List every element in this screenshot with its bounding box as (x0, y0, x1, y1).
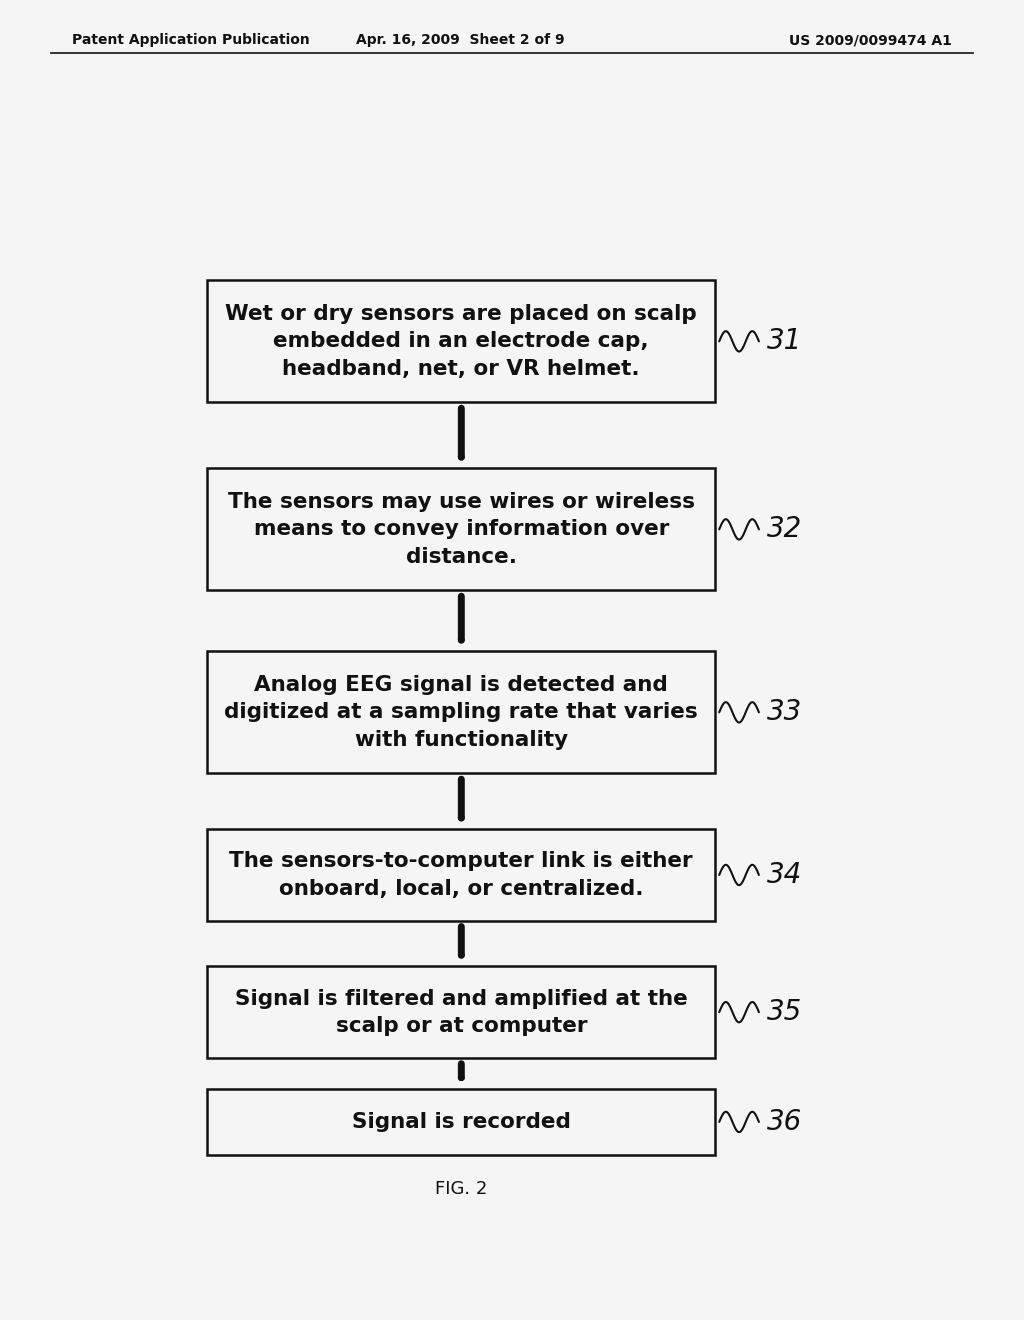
Bar (207, 966, 716, 1057)
Text: Wet or dry sensors are placed on scalp
embedded in an electrode cap,
headband, n: Wet or dry sensors are placed on scalp e… (225, 304, 697, 379)
Text: US 2009/0099474 A1: US 2009/0099474 A1 (790, 33, 952, 48)
Bar (207, 469, 716, 590)
Text: Signal is filtered and amplified at the
scalp or at computer: Signal is filtered and amplified at the … (234, 989, 688, 1036)
Bar (207, 829, 716, 921)
Text: The sensors-to-computer link is either
onboard, local, or centralized.: The sensors-to-computer link is either o… (229, 851, 693, 899)
Text: 31: 31 (767, 327, 802, 355)
Text: Patent Application Publication: Patent Application Publication (72, 33, 309, 48)
Text: Signal is recorded: Signal is recorded (352, 1111, 570, 1133)
Text: The sensors may use wires or wireless
means to convey information over
distance.: The sensors may use wires or wireless me… (227, 492, 695, 566)
Text: 32: 32 (767, 515, 802, 544)
Bar (207, 651, 716, 774)
Text: 35: 35 (767, 998, 802, 1026)
Bar (207, 1089, 716, 1155)
Text: Apr. 16, 2009  Sheet 2 of 9: Apr. 16, 2009 Sheet 2 of 9 (356, 33, 565, 48)
Text: 36: 36 (767, 1107, 802, 1137)
Text: FIG. 2: FIG. 2 (435, 1180, 487, 1199)
Text: 33: 33 (767, 698, 802, 726)
Bar (207, 280, 716, 403)
Text: Analog EEG signal is detected and
digitized at a sampling rate that varies
with : Analog EEG signal is detected and digiti… (224, 675, 698, 750)
Text: 34: 34 (767, 861, 802, 888)
